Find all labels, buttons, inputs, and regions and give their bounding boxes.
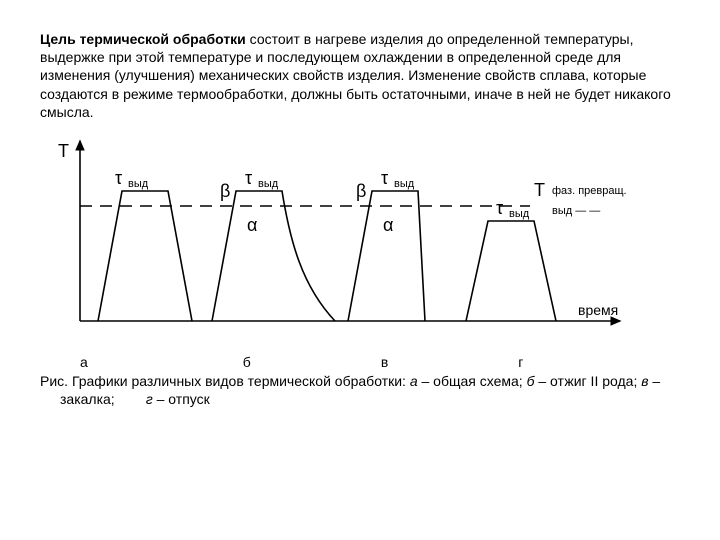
svg-text:τ: τ [381,168,388,188]
label-v: в [381,354,388,370]
cap-g: г [146,391,153,407]
cap-g-txt: – отпуск [153,391,210,407]
cap-a-txt: – общая схема; [418,373,527,389]
svg-text:фаз. превращ.: фаз. превращ. [552,185,627,197]
svg-text:β: β [220,181,230,201]
intro-paragraph: Цель термической обработки состоит в наг… [40,30,680,121]
svg-text:τ: τ [245,168,252,188]
cap-v: в [641,373,648,389]
chart-svg: TвремяTфаз. превращ.выд — —τвыдτвыдβατвы… [40,131,660,341]
svg-text:выд: выд [394,178,415,190]
svg-text:выд: выд [258,178,279,190]
thermal-diagram: TвремяTфаз. превращ.выд — —τвыдτвыдβατвы… [40,131,680,344]
svg-text:α: α [247,215,257,235]
svg-text:τ: τ [496,198,503,218]
svg-text:выд — —: выд — — [552,205,600,217]
figure-caption: Рис. Графики различных видов термической… [40,372,680,408]
label-g: г [518,354,523,370]
svg-text:τ: τ [115,168,122,188]
cap-b-txt: – отжиг II рода; [534,373,641,389]
svg-text:T: T [534,180,545,200]
svg-text:выд: выд [509,208,530,220]
title-bold: Цель термической обработки [40,31,246,47]
svg-text:выд: выд [128,178,149,190]
label-b: б [243,354,251,370]
svg-text:время: время [578,302,618,318]
label-a: а [80,354,88,370]
subfigure-labels: а б в г [50,354,680,370]
svg-text:β: β [356,181,366,201]
caption-prefix: Рис. Графики различных видов термической… [40,373,410,389]
svg-text:α: α [383,215,393,235]
cap-a: а [410,373,418,389]
svg-text:T: T [58,141,69,161]
